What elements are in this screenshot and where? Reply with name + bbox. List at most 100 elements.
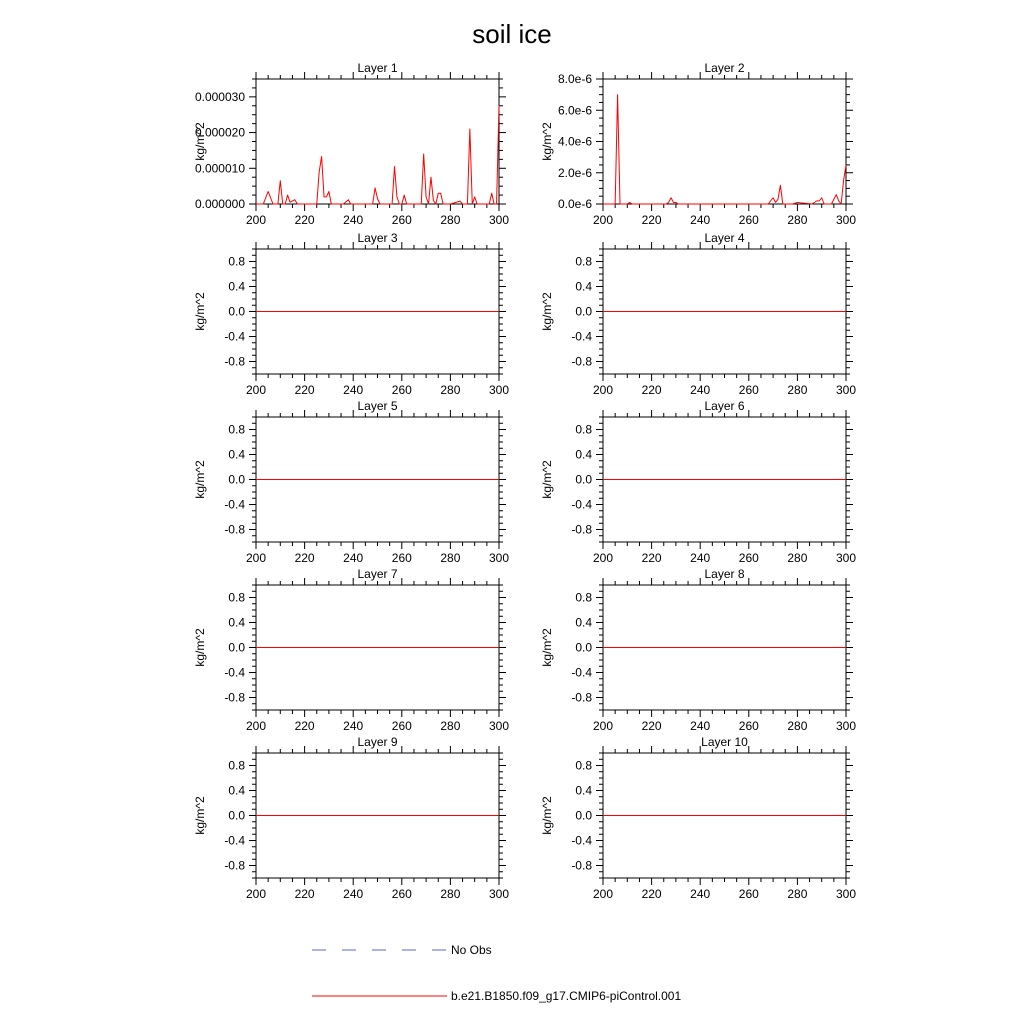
panel-layer-6: Layer 6 kg/m^2 200 220 240 260 280 300 -0.8 -0.4 0…: [540, 399, 856, 565]
x-tick-label: 280: [440, 887, 460, 901]
x-tick-label: 300: [489, 887, 509, 901]
legend-obs-label: No Obs: [451, 943, 492, 957]
x-tick-label: 220: [295, 719, 315, 733]
x-tick-label: 200: [593, 887, 613, 901]
figure-title: soil ice: [472, 19, 551, 49]
y-tick-label: 0.4: [575, 616, 592, 630]
x-tick-label: 280: [440, 551, 460, 565]
x-tick-label: 240: [690, 719, 710, 733]
x-tick-label: 280: [787, 383, 807, 397]
y-tick-label: 0.8: [575, 759, 592, 773]
panel-title: Layer 5: [357, 399, 397, 413]
y-axis-label: kg/m^2: [193, 460, 207, 499]
y-tick-label: 2.0e-6: [558, 166, 592, 180]
x-tick-label: 280: [787, 719, 807, 733]
x-tick-label: 240: [343, 887, 363, 901]
y-axis-label: kg/m^2: [193, 122, 207, 161]
x-tick-label: 300: [836, 887, 856, 901]
x-tick-label: 300: [836, 551, 856, 565]
y-tick-label: -0.8: [571, 859, 592, 873]
y-tick-label: -0.8: [224, 523, 245, 537]
x-tick-label: 260: [739, 887, 759, 901]
y-axis-label: kg/m^2: [193, 796, 207, 835]
y-tick-label: -0.8: [224, 355, 245, 369]
y-axis-label: kg/m^2: [540, 628, 554, 667]
x-tick-label: 260: [739, 719, 759, 733]
y-tick-label: -0.4: [224, 330, 245, 344]
y-tick-label: -0.4: [571, 330, 592, 344]
legend-model-label: b.e21.B1850.f09_g17.CMIP6-piControl.001: [451, 989, 681, 1003]
y-tick-label: 0.000020: [195, 126, 245, 140]
y-tick-label: -0.8: [571, 691, 592, 705]
y-axis-label: kg/m^2: [193, 292, 207, 331]
x-tick-label: 220: [295, 551, 315, 565]
x-tick-label: 200: [246, 887, 266, 901]
y-tick-label: 0.4: [575, 784, 592, 798]
y-tick-label: -0.4: [571, 498, 592, 512]
y-tick-label: 0.8: [575, 591, 592, 605]
panel-title: Layer 9: [357, 735, 397, 749]
y-tick-label: 0.4: [228, 784, 245, 798]
y-tick-label: 0.0: [228, 473, 245, 487]
y-tick-label: -0.4: [224, 834, 245, 848]
y-tick-label: 0.4: [228, 280, 245, 294]
y-tick-label: 0.0e-6: [558, 197, 592, 211]
panel-layer-8: Layer 8 kg/m^2 200 220 240 260 280 300 -0.8 -0.4 0…: [540, 567, 856, 733]
x-tick-label: 300: [836, 213, 856, 227]
y-tick-label: -0.8: [571, 355, 592, 369]
x-tick-label: 240: [690, 383, 710, 397]
panel-title: Layer 6: [704, 399, 744, 413]
x-tick-label: 200: [593, 213, 613, 227]
y-tick-label: -0.4: [224, 498, 245, 512]
y-tick-label: 0.4: [575, 280, 592, 294]
x-tick-label: 260: [739, 213, 759, 227]
panel-layer-3: Layer 3 kg/m^2 200 220 240 260 280 300 -0.8 -0.4 0…: [193, 231, 509, 397]
x-tick-label: 200: [246, 719, 266, 733]
x-tick-label: 240: [343, 719, 363, 733]
panel-layer-9: Layer 9 kg/m^2 200 220 240 260 280 300 -0.8 -0.4 0…: [193, 735, 509, 901]
y-tick-label: -0.4: [571, 666, 592, 680]
y-axis-label: kg/m^2: [540, 796, 554, 835]
y-tick-label: 0.0: [228, 641, 245, 655]
x-tick-label: 220: [642, 383, 662, 397]
x-tick-label: 200: [593, 719, 613, 733]
x-tick-label: 220: [642, 213, 662, 227]
y-axis-label: kg/m^2: [540, 460, 554, 499]
y-tick-label: -0.8: [224, 859, 245, 873]
y-axis-label: kg/m^2: [193, 628, 207, 667]
y-tick-label: 0.000030: [195, 90, 245, 104]
y-axis-label: kg/m^2: [540, 292, 554, 331]
y-tick-label: 0.000010: [195, 161, 245, 175]
y-tick-label: 0.4: [228, 616, 245, 630]
x-tick-label: 260: [739, 383, 759, 397]
y-tick-label: -0.4: [571, 834, 592, 848]
x-tick-label: 300: [489, 213, 509, 227]
x-tick-label: 260: [392, 551, 412, 565]
y-tick-label: 0.0: [575, 473, 592, 487]
x-tick-label: 300: [836, 719, 856, 733]
y-tick-label: 0.0: [575, 809, 592, 823]
y-axis-label: kg/m^2: [540, 122, 554, 161]
y-tick-label: 0.4: [575, 448, 592, 462]
x-tick-label: 260: [392, 887, 412, 901]
panel-title: Layer 4: [704, 231, 744, 245]
y-tick-label: 0.8: [228, 759, 245, 773]
panel-layer-10: Layer 10 kg/m^2 200 220 240 260 280 300 -0.8 -0.4…: [540, 735, 856, 901]
y-tick-label: 0.8: [228, 423, 245, 437]
y-tick-label: 0.8: [228, 591, 245, 605]
panel-title: Layer 2: [704, 61, 744, 75]
series-line-layer-1: [256, 105, 500, 205]
x-tick-label: 300: [489, 719, 509, 733]
y-tick-label: 0.0: [575, 641, 592, 655]
y-tick-label: 6.0e-6: [558, 103, 592, 117]
y-tick-label: 0.8: [575, 255, 592, 269]
x-tick-label: 220: [295, 213, 315, 227]
y-tick-label: 0.0: [575, 305, 592, 319]
x-tick-label: 300: [489, 551, 509, 565]
x-tick-label: 220: [295, 887, 315, 901]
plot-frame: [602, 78, 847, 205]
x-tick-label: 280: [787, 213, 807, 227]
y-tick-label: -0.8: [571, 523, 592, 537]
x-tick-label: 240: [690, 551, 710, 565]
x-tick-label: 200: [246, 213, 266, 227]
